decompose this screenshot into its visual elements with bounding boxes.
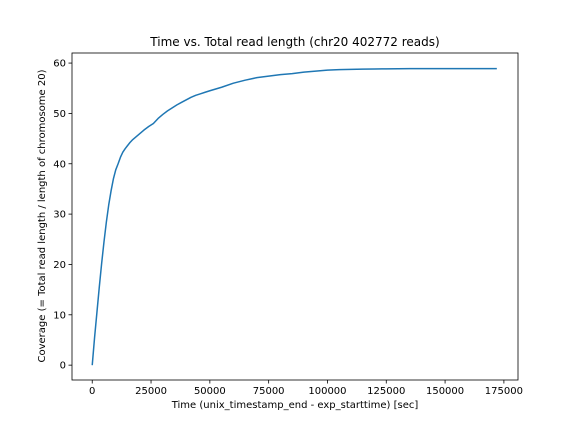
y-tick-label: 30	[53, 210, 66, 221]
x-tick-label: 100000	[308, 386, 346, 397]
y-tick-label: 40	[53, 159, 66, 170]
x-tick-label: 175000	[485, 386, 523, 397]
x-tick-label: 125000	[367, 386, 405, 397]
plot-area-border	[71, 52, 519, 381]
x-axis-ticks: 0 25000 50000 75000 100000 125000 150000 175000	[89, 380, 523, 397]
y-tick-label: 10	[53, 310, 66, 321]
x-tick-label: 75000	[253, 386, 285, 397]
y-tick-label: 50	[53, 109, 66, 120]
y-axis-label: Coverage (= Total read length / length o…	[37, 69, 48, 362]
x-tick-label: 0	[89, 386, 95, 397]
y-tick-label: 0	[60, 361, 66, 372]
plot-frame	[71, 52, 519, 381]
chart-title: Time vs. Total read length (chr20 402772…	[149, 35, 439, 49]
y-axis-ticks: 0 10 20 30 40 50 60	[53, 59, 72, 372]
x-tick-label: 25000	[135, 386, 167, 397]
x-tick-label: 150000	[426, 386, 464, 397]
x-tick-label: 50000	[194, 386, 226, 397]
y-tick-label: 60	[53, 59, 66, 70]
series-layer	[91, 67, 497, 366]
series-line	[91, 67, 497, 366]
y-tick-label: 20	[53, 260, 66, 271]
x-axis-label: Time (unix_timestamp_end - exp_starttime…	[171, 400, 419, 411]
